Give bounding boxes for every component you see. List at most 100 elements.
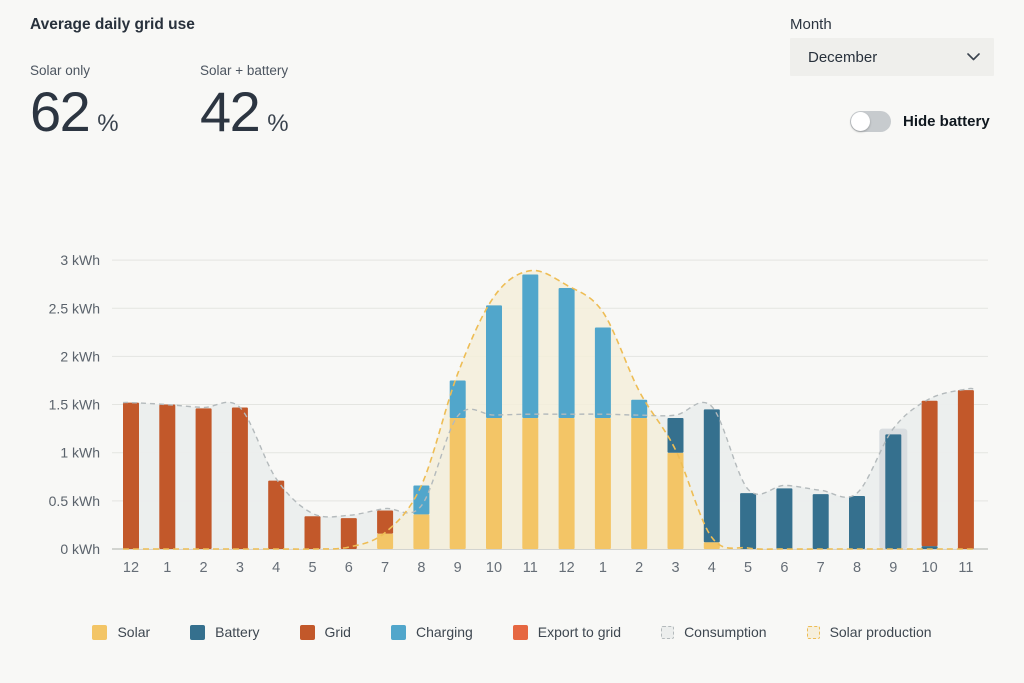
legend-item-charging: Charging	[390, 624, 473, 640]
hide-battery-label: Hide battery	[903, 113, 990, 130]
consumption-line	[122, 387, 975, 518]
x-axis-label: 10	[486, 560, 502, 576]
solar-production-area	[123, 270, 974, 550]
export-to-grid-swatch-icon	[512, 624, 528, 640]
legend-label: Solar	[117, 624, 151, 640]
y-axis-label: 2.5 kWh	[49, 300, 100, 316]
legend-item-consumption: Consumption	[661, 624, 767, 640]
bar-grid-12[interactable]	[123, 402, 139, 549]
bar-grid-2[interactable]	[195, 408, 212, 549]
bar-charging-9[interactable]	[449, 380, 466, 419]
chart-legend: Solar Battery Grid Charging Export to grid Co…	[0, 624, 1024, 640]
legend-label: Battery	[215, 624, 260, 640]
y-axis-label: 1 kWh	[60, 445, 100, 461]
x-axis-label: 1	[163, 560, 171, 576]
bar-grid-7[interactable]	[377, 510, 394, 534]
x-axis-label: 3	[671, 560, 679, 576]
legend-item-solar-production: Solar production	[806, 624, 932, 640]
x-axis-label: 7	[381, 560, 389, 576]
bar-grid-11[interactable]	[957, 390, 974, 549]
legend-item-export-to-grid: Export to grid	[512, 624, 622, 640]
bar-battery-10[interactable]	[921, 546, 938, 549]
consumption-swatch-icon	[661, 625, 675, 639]
bar-solar-8[interactable]	[413, 514, 430, 549]
x-axis-label: 5	[308, 560, 316, 576]
stat-value: 42 %	[200, 84, 289, 140]
stat-solar-battery: Solar + battery 42 %	[200, 63, 289, 140]
bar-charging-11[interactable]	[522, 274, 539, 419]
x-axis-label: 10	[922, 560, 938, 576]
bar-grid-6[interactable]	[340, 518, 357, 549]
legend-label: Charging	[415, 624, 473, 640]
bar-charging-10[interactable]	[486, 305, 502, 419]
legend-item-battery: Battery	[190, 624, 260, 640]
y-axis-label: 1.5 kWh	[49, 397, 100, 413]
bar-solar-7[interactable]	[377, 533, 394, 549]
solar-production-line	[122, 269, 974, 550]
legend-label: Solar production	[829, 624, 932, 640]
bar-solar-3[interactable]	[667, 452, 684, 549]
hide-battery-control: Hide battery	[850, 111, 990, 132]
bar-battery-7[interactable]	[812, 494, 829, 549]
bar-battery-3[interactable]	[667, 418, 684, 453]
bar-grid-4[interactable]	[268, 480, 285, 549]
bar-grid-3[interactable]	[231, 407, 248, 549]
legend-label: Export to grid	[537, 624, 622, 640]
bar-battery-6[interactable]	[776, 488, 793, 549]
x-axis-label: 12	[559, 560, 575, 576]
bar-charging-1[interactable]	[594, 327, 611, 419]
x-axis-label: 7	[817, 560, 825, 576]
bar-battery-5[interactable]	[740, 493, 757, 549]
hide-battery-toggle[interactable]	[850, 111, 891, 132]
toggle-knob	[851, 112, 870, 131]
x-axis-label: 11	[958, 560, 973, 576]
legend-item-solar: Solar	[92, 624, 150, 640]
bar-battery-8[interactable]	[849, 496, 865, 549]
bar-solar-1[interactable]	[594, 418, 611, 549]
x-axis-label: 2	[635, 560, 643, 576]
bar-solar-12[interactable]	[558, 418, 575, 549]
x-axis-label: 4	[708, 560, 716, 576]
stat-value: 62 %	[30, 84, 119, 140]
bar-grid-5[interactable]	[304, 516, 321, 549]
x-axis-label: 3	[236, 560, 244, 576]
chevron-down-icon	[967, 53, 980, 61]
x-axis-label: 11	[523, 560, 538, 576]
page-title: Average daily grid use	[30, 16, 195, 33]
x-axis-label: 5	[744, 560, 752, 576]
bar-battery-9[interactable]	[885, 434, 902, 549]
stat-solar-only: Solar only 62 %	[30, 63, 119, 140]
bar-solar-10[interactable]	[486, 418, 502, 549]
stat-label: Solar + battery	[200, 63, 289, 78]
solar-swatch-icon	[92, 624, 108, 640]
x-axis-label: 12	[123, 560, 139, 576]
grid-swatch-icon	[299, 624, 315, 640]
bar-charging-8[interactable]	[413, 485, 430, 515]
x-axis-label: 8	[417, 560, 425, 576]
legend-item-grid: Grid	[299, 624, 351, 640]
stat-number: 42	[200, 80, 261, 143]
month-label: Month	[790, 16, 832, 33]
stat-unit: %	[97, 110, 119, 137]
bar-solar-11[interactable]	[522, 418, 539, 549]
bar-grid-1[interactable]	[159, 404, 176, 549]
bar-charging-12[interactable]	[558, 288, 575, 419]
bar-solar-9[interactable]	[449, 418, 466, 549]
y-axis-label: 2 kWh	[60, 348, 100, 364]
bar-solar-2[interactable]	[631, 418, 648, 549]
grid-use-chart: 0 kWh 0.5 kWh 1 kWh 1.5 kWh 2 kWh 2.5 kWh 3 kW…	[49, 252, 988, 576]
month-select[interactable]: December	[790, 38, 994, 76]
bar-charging-2[interactable]	[631, 399, 648, 419]
bar-battery-4[interactable]	[703, 409, 720, 543]
legend-label: Grid	[324, 624, 351, 640]
x-axis-label: 1	[599, 560, 607, 576]
bar-solar-4[interactable]	[703, 542, 720, 549]
y-axis-label: 0 kWh	[60, 541, 100, 557]
x-axis-label: 2	[200, 560, 208, 576]
x-axis-label: 9	[454, 560, 462, 576]
stat-number: 62	[30, 80, 91, 143]
bar-grid-10[interactable]	[921, 400, 938, 547]
solar-production-swatch-icon	[806, 625, 820, 639]
x-axis-label: 8	[853, 560, 861, 576]
